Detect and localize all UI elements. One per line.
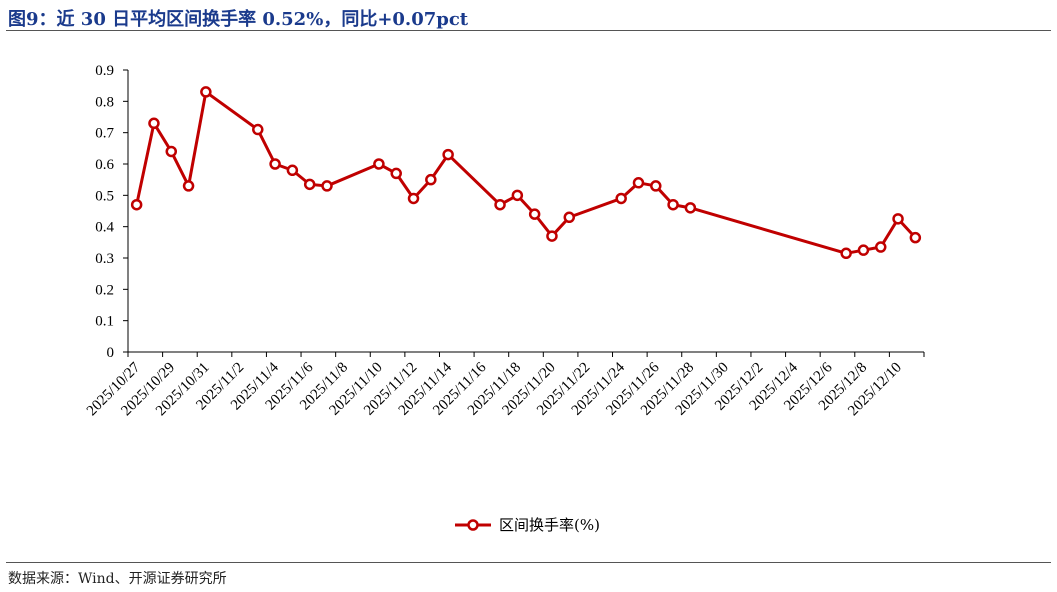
y-tick-label: 0.4 bbox=[95, 220, 114, 236]
data-point bbox=[528, 208, 541, 220]
data-point bbox=[182, 180, 195, 192]
data-point bbox=[909, 231, 922, 244]
footer-divider bbox=[6, 562, 1051, 563]
data-point bbox=[321, 180, 333, 192]
data-point bbox=[667, 198, 679, 211]
data-point bbox=[442, 148, 454, 161]
series-line bbox=[135, 90, 917, 255]
data-point bbox=[269, 158, 281, 170]
data-point bbox=[650, 180, 662, 192]
y-tick-label: 0.1 bbox=[95, 314, 114, 330]
y-tick-label: 0.6 bbox=[95, 157, 114, 173]
data-point bbox=[511, 189, 524, 202]
legend-marker bbox=[467, 519, 479, 531]
line-chart: 0 0.1 0.2 0.3 0.4 0.5 0.6 0.7 0.8 0.9 2025/10/272… bbox=[84, 63, 925, 534]
data-point bbox=[632, 177, 645, 189]
data-point bbox=[303, 178, 316, 191]
data-point bbox=[286, 164, 299, 177]
data-point bbox=[425, 173, 437, 186]
data-point bbox=[130, 198, 143, 211]
data-point bbox=[373, 158, 385, 170]
y-tick-label: 0 bbox=[107, 345, 115, 361]
y-tick-label: 0.5 bbox=[95, 188, 114, 204]
data-point bbox=[148, 117, 160, 130]
y-tick-label: 0.8 bbox=[95, 94, 114, 110]
source-note: 数据来源：Wind、开源证券研究所 bbox=[8, 571, 227, 587]
data-point bbox=[407, 192, 420, 205]
chart-title: 图9：近 30 日平均区间换手率 0.52%，同比+0.07pct bbox=[8, 9, 469, 30]
data-point bbox=[615, 192, 627, 205]
data-point bbox=[874, 241, 887, 253]
title-divider bbox=[6, 30, 1051, 31]
data-point bbox=[857, 244, 870, 256]
data-point bbox=[892, 213, 904, 225]
y-tick-label: 0.2 bbox=[95, 282, 114, 298]
data-point bbox=[165, 145, 178, 158]
legend: 区间换手率(%) bbox=[455, 516, 600, 534]
data-point bbox=[252, 123, 264, 136]
legend-label: 区间换手率(%) bbox=[499, 516, 600, 534]
data-point bbox=[494, 198, 506, 211]
y-tick-label: 0.7 bbox=[95, 126, 114, 142]
y-axis-ticks: 0 0.1 0.2 0.3 0.4 0.5 0.6 0.7 0.8 0.9 bbox=[95, 63, 128, 361]
x-axis-ticks: 2025/10/272025/10/292025/10/312025/11/22… bbox=[84, 352, 925, 419]
data-point bbox=[390, 167, 402, 180]
y-tick-label: 0.3 bbox=[95, 251, 114, 267]
y-tick-label: 0.9 bbox=[95, 63, 114, 79]
data-point bbox=[840, 247, 852, 260]
series-layer bbox=[130, 86, 922, 260]
data-point bbox=[563, 211, 576, 224]
data-point bbox=[200, 86, 212, 98]
data-point bbox=[684, 202, 697, 214]
chart-axes bbox=[127, 70, 924, 353]
data-point bbox=[546, 230, 558, 242]
